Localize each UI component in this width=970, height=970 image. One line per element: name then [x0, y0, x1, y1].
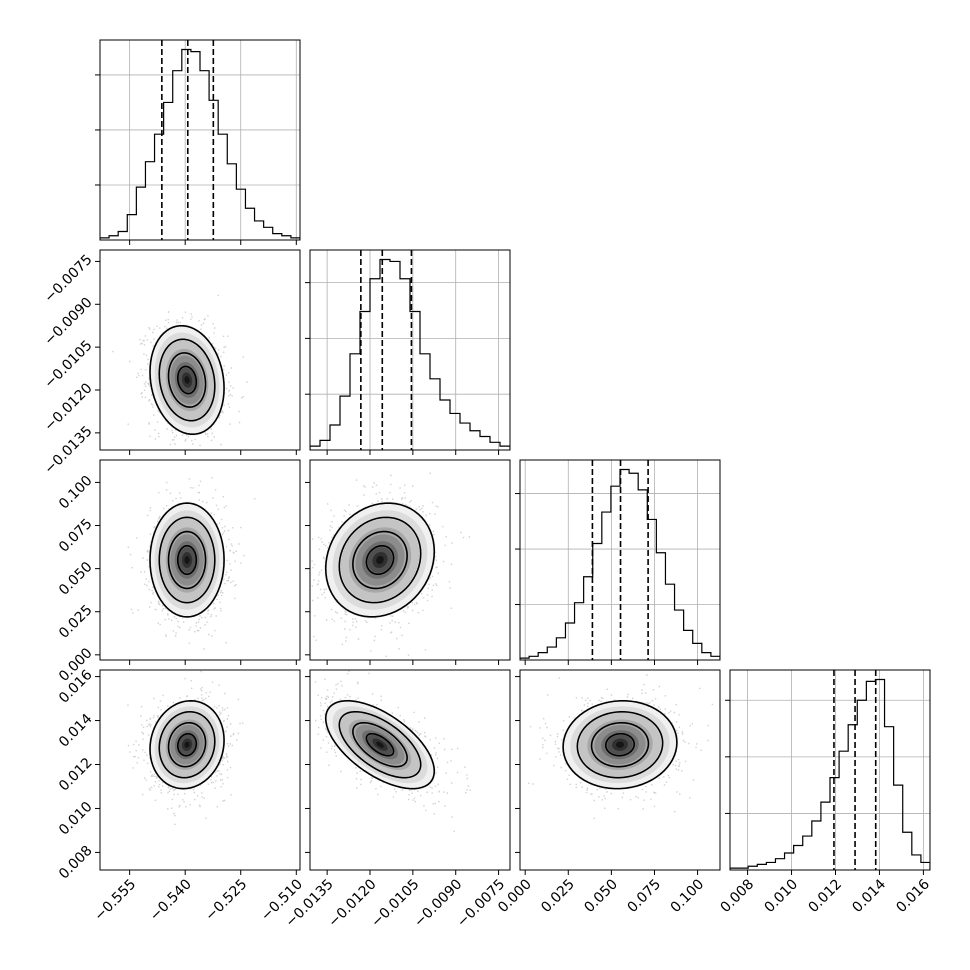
histogram-2 — [520, 468, 720, 660]
contour-line-0 — [365, 544, 395, 576]
y-tick-label: 0.012 — [56, 755, 96, 795]
x-tick-label: −0.555 — [91, 876, 139, 924]
panel-r0-c0 — [95, 39, 301, 245]
x-tick-label: −0.525 — [202, 876, 250, 924]
contour-line-3 — [149, 699, 225, 790]
panel-frame — [99, 39, 301, 241]
panel-r2-c2 — [515, 459, 721, 665]
panel-frame — [99, 459, 301, 661]
x-tick-label: 0.008 — [718, 876, 758, 916]
panel-r1-c0: −0.0135−0.0120−0.0105−0.0090−0.0075 — [41, 249, 301, 477]
y-tick-label: 0.075 — [56, 516, 96, 556]
panel-frame — [309, 249, 511, 451]
density-2-1 — [311, 472, 471, 657]
contour-line-2 — [338, 710, 422, 779]
panel-r3-c3: 0.008 0.010 0.012 0.014 0.016 — [718, 669, 933, 916]
density-level — [376, 741, 384, 748]
x-tick-label: −0.540 — [147, 876, 195, 924]
histogram-3 — [730, 678, 930, 870]
contour-line-1 — [352, 721, 408, 768]
x-tick-label: 0.025 — [538, 876, 578, 916]
scatter-points — [127, 477, 256, 650]
panel-frame — [99, 249, 301, 451]
density-3-2 — [528, 674, 714, 819]
contour-line-3 — [562, 700, 678, 790]
panel-r3-c2: 0.000 0.025 0.050 0.075 0.100 — [495, 669, 721, 916]
density-level — [184, 376, 190, 384]
contour-line-3 — [324, 502, 436, 618]
density-level — [184, 741, 190, 748]
panel-frame — [729, 669, 931, 871]
contour-line-2 — [338, 516, 422, 604]
x-tick-label: 0.016 — [893, 876, 933, 916]
x-tick-label: 0.010 — [762, 876, 802, 916]
density-2-0 — [127, 477, 256, 650]
panel-r3-c1: −0.0135−0.0120−0.0105−0.0090−0.0075 — [283, 669, 511, 931]
panel-r2-c1 — [305, 459, 511, 665]
y-tick-label: 0.010 — [56, 799, 96, 839]
contour-line-2 — [158, 338, 216, 422]
contour-line-1 — [167, 530, 207, 590]
contour-line-0 — [604, 732, 636, 757]
density-1-0 — [112, 294, 248, 447]
density-level — [616, 741, 624, 748]
y-tick-label: 0.025 — [56, 602, 96, 642]
contour-line-1 — [590, 721, 650, 768]
contour-line-2 — [576, 711, 664, 779]
contour-line-3 — [149, 324, 225, 436]
contour-line-1 — [352, 530, 408, 590]
contour-line-3 — [324, 700, 436, 790]
contour-line-2 — [158, 710, 216, 779]
contour-line-2 — [158, 516, 216, 604]
panel-frame — [519, 459, 721, 661]
scatter-points — [127, 670, 244, 825]
density-3-0 — [127, 670, 244, 825]
panel-frame — [309, 459, 511, 661]
density-3-1 — [314, 670, 471, 833]
panel-frame — [309, 669, 511, 871]
contour-line-0 — [176, 365, 198, 395]
x-tick-label: 0.014 — [849, 876, 889, 916]
contour-line-0 — [176, 732, 198, 757]
contour-line-1 — [167, 721, 207, 768]
density-level — [376, 556, 384, 564]
x-tick-label: 0.100 — [668, 876, 708, 916]
x-tick-label: 0.075 — [624, 876, 664, 916]
histogram-0 — [100, 48, 300, 240]
contour-line-3 — [149, 502, 225, 618]
y-tick-label: 0.014 — [56, 711, 96, 751]
y-tick-label: 0.050 — [56, 559, 96, 599]
x-tick-label: 0.012 — [805, 876, 845, 916]
y-tick-label: 0.008 — [56, 843, 96, 883]
contour-line-0 — [176, 544, 198, 576]
density-level — [184, 556, 190, 564]
panel-r1-c1 — [305, 249, 511, 455]
contour-line-0 — [365, 732, 395, 757]
x-tick-label: 0.050 — [581, 876, 621, 916]
panel-r3-c0: −0.555 −0.540 −0.525 −0.5100.0080.0100.0120… — [56, 667, 306, 924]
y-tick-label: 0.100 — [56, 473, 96, 513]
contour-line-1 — [167, 352, 207, 408]
panel-frame — [519, 669, 721, 871]
histogram-1 — [310, 258, 510, 450]
panel-frame — [99, 669, 301, 871]
